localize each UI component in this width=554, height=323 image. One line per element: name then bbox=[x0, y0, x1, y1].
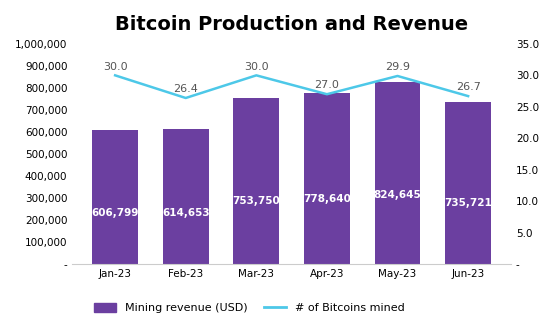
Text: 753,750: 753,750 bbox=[233, 196, 280, 206]
Title: Bitcoin Production and Revenue: Bitcoin Production and Revenue bbox=[115, 15, 468, 34]
Text: 735,721: 735,721 bbox=[444, 197, 492, 207]
Text: 27.0: 27.0 bbox=[315, 80, 340, 90]
# of Bitcoins mined bbox=[394, 74, 401, 78]
Bar bbox=[304, 93, 350, 264]
Text: 824,645: 824,645 bbox=[373, 190, 422, 200]
Text: 30.0: 30.0 bbox=[244, 62, 269, 72]
Text: 614,653: 614,653 bbox=[162, 208, 209, 218]
Bar bbox=[445, 102, 491, 264]
# of Bitcoins mined bbox=[465, 94, 471, 98]
Bar bbox=[375, 82, 420, 264]
Text: 29.9: 29.9 bbox=[385, 62, 410, 72]
Text: 26.4: 26.4 bbox=[173, 84, 198, 94]
# of Bitcoins mined bbox=[182, 96, 189, 100]
# of Bitcoins mined bbox=[324, 92, 330, 96]
Line: # of Bitcoins mined: # of Bitcoins mined bbox=[115, 75, 468, 98]
Text: 606,799: 606,799 bbox=[91, 208, 139, 218]
Bar bbox=[92, 130, 138, 264]
# of Bitcoins mined bbox=[112, 73, 119, 77]
Bar bbox=[233, 98, 279, 264]
Text: 30.0: 30.0 bbox=[103, 62, 127, 72]
Legend: Mining revenue (USD), # of Bitcoins mined: Mining revenue (USD), # of Bitcoins mine… bbox=[89, 298, 409, 318]
Text: 778,640: 778,640 bbox=[303, 194, 351, 204]
Bar bbox=[163, 129, 209, 264]
Text: 26.7: 26.7 bbox=[456, 82, 480, 92]
# of Bitcoins mined bbox=[253, 73, 260, 77]
